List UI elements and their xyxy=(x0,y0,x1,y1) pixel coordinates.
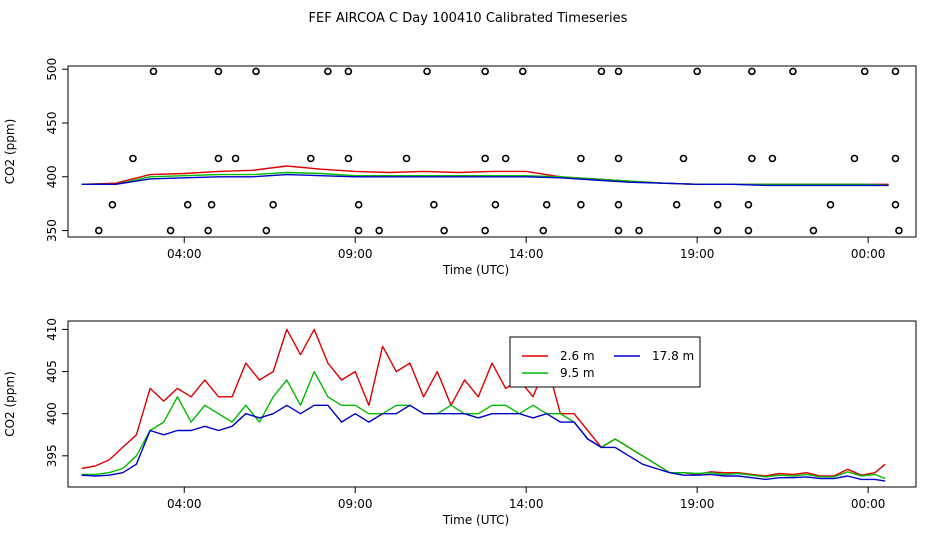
calibration-point xyxy=(324,67,332,76)
top-y-tick-label: 500 xyxy=(45,58,59,81)
bottom-y-tick-label: 405 xyxy=(45,360,59,383)
calibration-point xyxy=(713,226,722,235)
calibration-point xyxy=(744,226,753,235)
bottom-x-tick-label: 14:00 xyxy=(509,497,544,511)
legend-box xyxy=(509,336,701,388)
calibration-point xyxy=(252,67,260,76)
top-series-17-8-m-line xyxy=(81,173,889,187)
calibration-point xyxy=(748,67,756,76)
calibration-point xyxy=(440,226,448,235)
bottom-series-2-6-m-line xyxy=(81,328,886,477)
top-x-tick-label: 19:00 xyxy=(680,247,715,261)
top-x-tick-label: 14:00 xyxy=(509,247,544,261)
top-y-tick-label: 450 xyxy=(45,112,59,135)
top-series-9-5-m-line xyxy=(81,171,889,187)
bottom-x-tick-label: 09:00 xyxy=(338,497,373,511)
calibration-point xyxy=(129,154,137,163)
calibration-point xyxy=(231,154,240,163)
calibration-point xyxy=(789,67,797,76)
calibration-point xyxy=(262,226,271,235)
calibration-point xyxy=(850,154,859,163)
top-x-axis-title: Time (UTC) xyxy=(442,263,509,277)
calibration-point xyxy=(214,67,223,76)
calibration-point xyxy=(860,67,869,76)
top-x-tick-label: 04:00 xyxy=(167,247,202,261)
calibration-point xyxy=(539,226,548,235)
bottom-panel: 04:00 09:00 14:00 19:00 00:00 395 400 405 410 Tim… xyxy=(3,318,917,527)
calibration-point xyxy=(577,154,585,163)
bottom-y-tick-label: 410 xyxy=(45,318,59,341)
calibration-point xyxy=(491,200,500,209)
calibration-point xyxy=(402,154,411,163)
bottom-y-axis-title: CO2 (ppm) xyxy=(3,371,17,437)
calibration-point xyxy=(597,67,606,76)
calibration-point xyxy=(614,154,623,163)
calibration-point xyxy=(204,226,212,235)
legend-label: 17.8 m xyxy=(652,349,694,363)
top-plot-frame xyxy=(67,65,917,238)
calibration-point xyxy=(344,154,353,163)
top-panel: 04:00 09:00 14:00 19:00 00:00 350 400 450 500 Tim… xyxy=(3,58,917,277)
top-y-tick-label: 400 xyxy=(45,165,59,188)
bottom-y-tick-label: 400 xyxy=(45,402,59,425)
calibration-point xyxy=(354,200,363,209)
calibration-point xyxy=(481,67,489,76)
calibration-point xyxy=(693,67,701,76)
calibration-point xyxy=(895,226,903,235)
calibration-point xyxy=(375,226,383,235)
calibration-point xyxy=(891,67,900,76)
calibration-point xyxy=(269,200,277,209)
calibration-point xyxy=(306,154,315,163)
calibration-point xyxy=(826,200,835,209)
calibration-point xyxy=(183,200,192,209)
bottom-x-tick-label: 19:00 xyxy=(680,497,715,511)
calibration-point xyxy=(577,200,585,209)
figure-title: FEF AIRCOA C Day 100410 Calibrated Times… xyxy=(309,11,628,26)
calibration-point xyxy=(214,154,223,163)
calibration-point xyxy=(891,200,900,209)
calibration-point xyxy=(614,67,623,76)
calibration-point xyxy=(354,226,363,235)
calibration-point xyxy=(744,200,753,209)
calibration-point xyxy=(768,154,777,163)
bottom-x-tick-label: 04:00 xyxy=(167,497,202,511)
calibration-point xyxy=(108,200,117,209)
top-x-tick-label: 00:00 xyxy=(851,247,886,261)
bottom-series-17-8-m-line xyxy=(81,404,886,482)
calibration-point xyxy=(679,154,688,163)
bottom-y-tick-label: 395 xyxy=(45,444,59,467)
calibration-point xyxy=(207,200,216,209)
calibration-point xyxy=(518,67,527,76)
calibration-point xyxy=(748,154,756,163)
calibration-point xyxy=(344,67,353,76)
bottom-x-axis-title: Time (UTC) xyxy=(442,513,509,527)
bottom-series-9-5-m-line xyxy=(81,370,886,480)
calibration-point xyxy=(166,226,175,235)
calibration-point xyxy=(430,200,438,209)
top-y-axis-title: CO2 (ppm) xyxy=(3,119,17,185)
top-x-tick-label: 09:00 xyxy=(338,247,373,261)
bottom-x-tick-label: 00:00 xyxy=(851,497,886,511)
calibration-point xyxy=(481,154,489,163)
legend-label: 2.6 m xyxy=(560,349,595,363)
calibration-point xyxy=(713,200,722,209)
legend-label: 9.5 m xyxy=(560,366,595,380)
calibration-point xyxy=(614,200,623,209)
calibration-point xyxy=(542,200,551,209)
calibration-point xyxy=(891,154,900,163)
calibration-point xyxy=(614,226,623,235)
calibration-point xyxy=(635,226,643,235)
calibration-point xyxy=(149,67,158,76)
calibration-point xyxy=(481,226,489,235)
calibration-point xyxy=(94,226,103,235)
calibration-point xyxy=(423,67,431,76)
top-y-tick-label: 350 xyxy=(45,219,59,242)
calibration-point xyxy=(672,200,681,209)
calibration-point xyxy=(501,154,510,163)
bottom-plot-frame xyxy=(67,320,917,488)
calibration-point xyxy=(809,226,818,235)
